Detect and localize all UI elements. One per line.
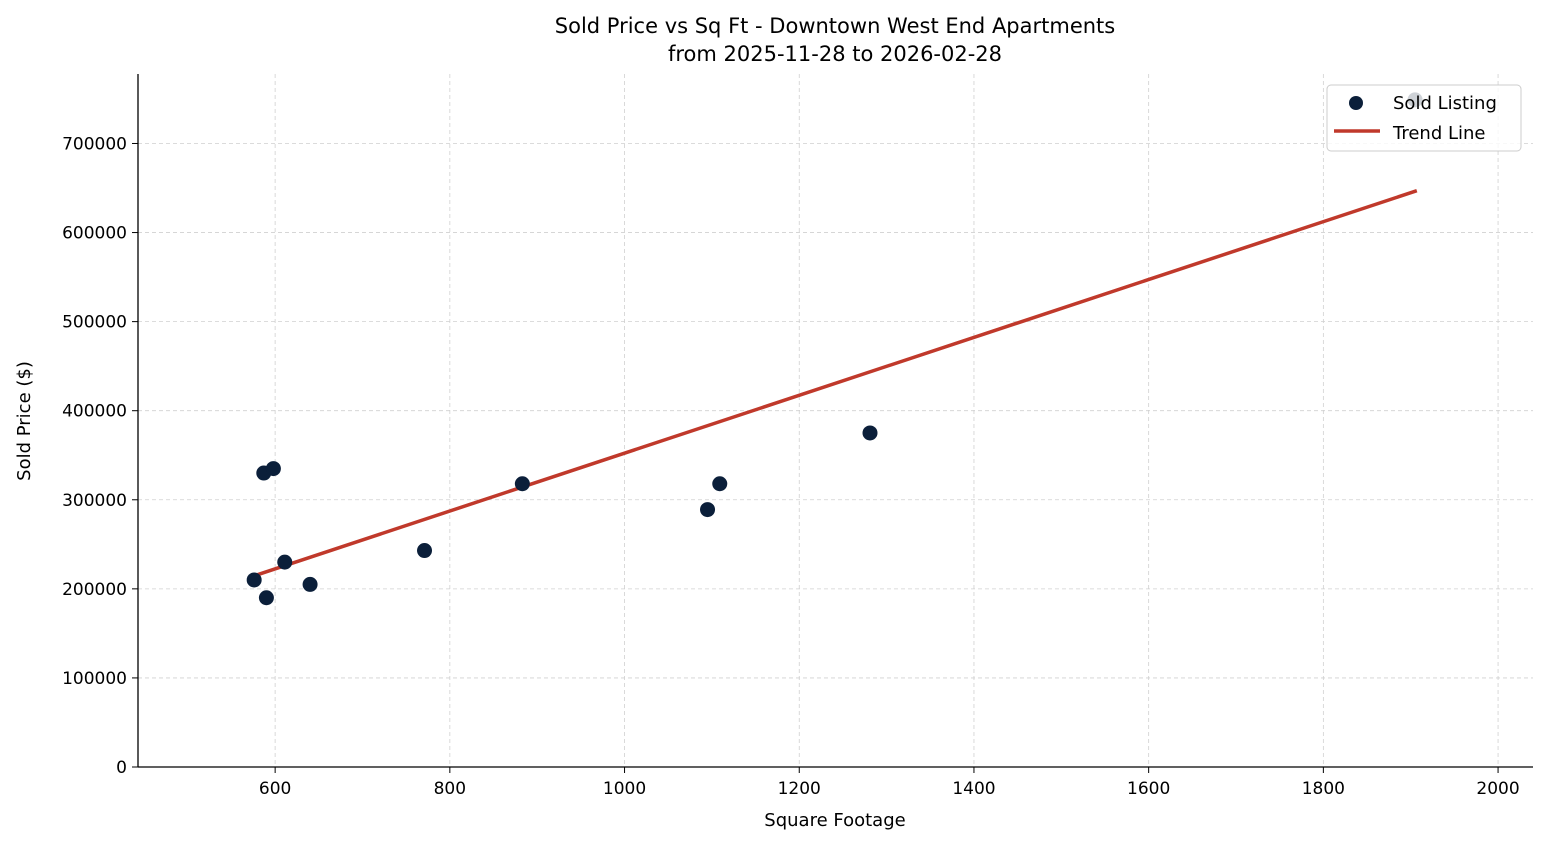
- x-tick-label: 1400: [952, 779, 995, 799]
- x-tick-label: 1800: [1302, 779, 1345, 799]
- sold-listing-point: [258, 590, 274, 606]
- x-tick-label: 1000: [603, 779, 646, 799]
- y-tick-label: 700000: [62, 134, 127, 154]
- ticks: 600 800 1000 1200 1400 1600 1800 2000 0 100000 200…: [62, 134, 1520, 799]
- y-tick-label: 0: [116, 758, 127, 778]
- sold-listing-point: [265, 461, 281, 477]
- x-tick-label: 600: [259, 779, 291, 799]
- chart-title: Sold Price vs Sq Ft - Downtown West End …: [555, 14, 1115, 38]
- sold-listing-point: [417, 543, 433, 559]
- y-tick-label: 200000: [62, 580, 127, 600]
- x-tick-label: 1600: [1127, 779, 1170, 799]
- sold-listing-point: [712, 476, 728, 492]
- trend-line: [253, 189, 1418, 578]
- data-marks: [246, 92, 1423, 606]
- grid: [138, 74, 1533, 767]
- legend-label-trend-line: Trend Line: [1392, 123, 1486, 144]
- sold-listing-point: [302, 576, 318, 592]
- legend-label-sold-listing: Sold Listing: [1393, 93, 1497, 114]
- y-axis-label: Sold Price ($): [14, 361, 35, 481]
- y-tick-label: 300000: [62, 491, 127, 511]
- x-tick-label: 800: [434, 779, 466, 799]
- x-axis-label: Square Footage: [764, 810, 905, 831]
- legend: Sold Listing Trend Line: [1326, 84, 1522, 152]
- sold-listing-point: [277, 554, 293, 570]
- x-tick-label: 2000: [1476, 779, 1519, 799]
- y-tick-label: 500000: [62, 313, 127, 333]
- sold-listing-point: [514, 476, 530, 492]
- x-tick-label: 1200: [778, 779, 821, 799]
- sold-listing-point: [700, 502, 716, 518]
- y-tick-label: 600000: [62, 224, 127, 244]
- y-tick-label: 100000: [62, 669, 127, 689]
- legend-marker-sold-listing: [1349, 96, 1363, 110]
- chart-subtitle: from 2025-11-28 to 2026-02-28: [668, 42, 1002, 66]
- sold-listing-point: [246, 572, 262, 588]
- y-tick-label: 400000: [62, 402, 127, 422]
- sold-listing-point: [862, 425, 878, 441]
